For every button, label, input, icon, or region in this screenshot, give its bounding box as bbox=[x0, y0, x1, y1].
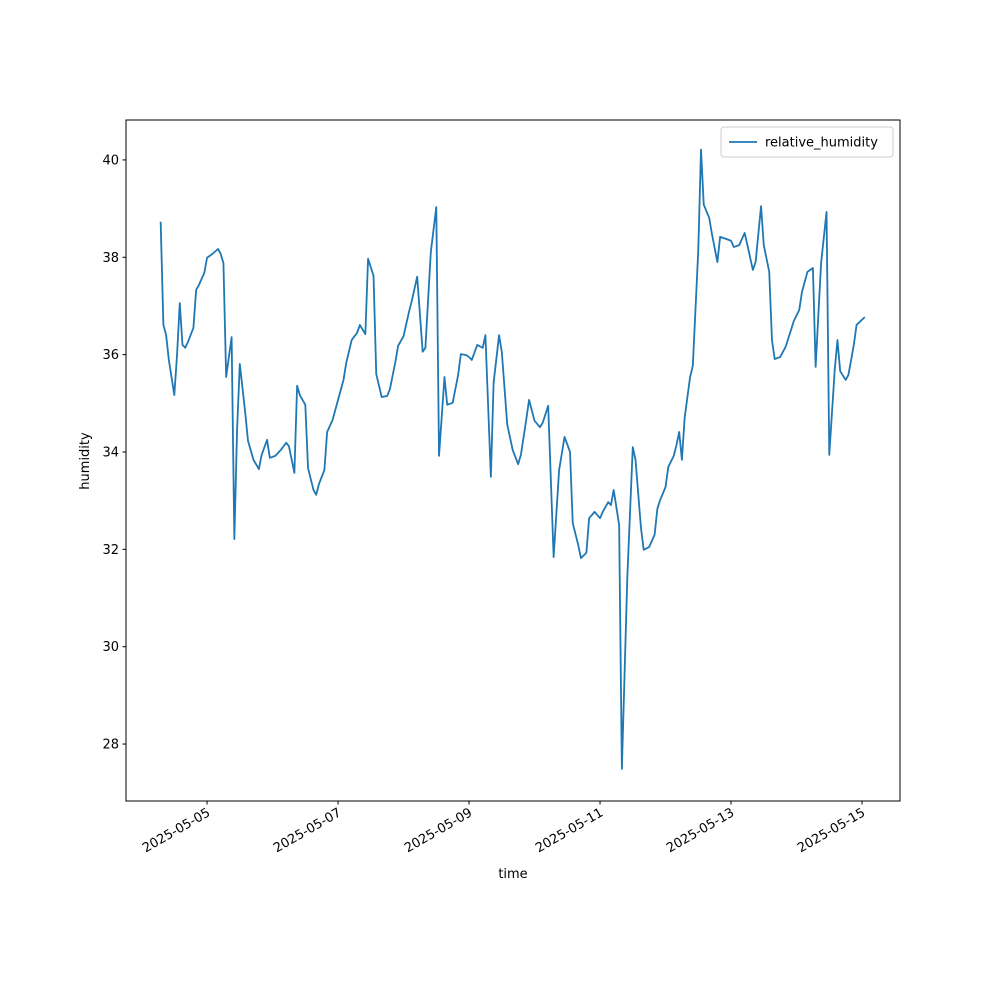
y-axis-label: humidity bbox=[78, 432, 93, 490]
y-tick-label: 36 bbox=[102, 348, 119, 363]
axes-frame bbox=[125, 119, 901, 802]
x-axis-label: time bbox=[498, 867, 527, 882]
legend-label: relative_humidity bbox=[765, 136, 878, 151]
y-tick-label: 32 bbox=[102, 543, 119, 558]
legend-box bbox=[720, 126, 894, 158]
y-tick-label: 38 bbox=[102, 251, 119, 266]
y-tick-label: 30 bbox=[102, 640, 119, 655]
y-tick-label: 28 bbox=[102, 738, 119, 753]
line bbox=[159, 148, 866, 770]
y-tick-label: 34 bbox=[102, 445, 119, 460]
y-tick-label: 40 bbox=[102, 153, 119, 168]
